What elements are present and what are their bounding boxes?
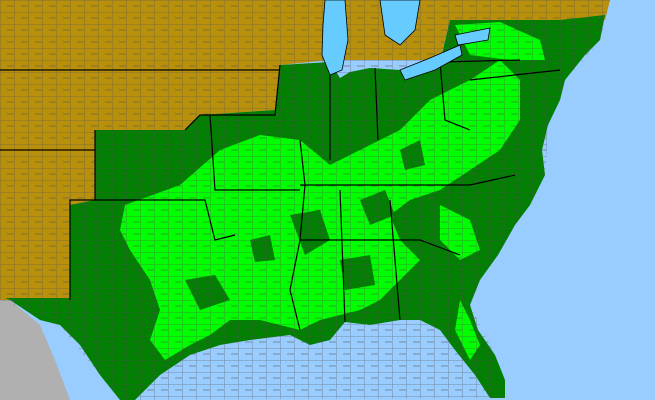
county-borders xyxy=(0,0,610,400)
region-outside xyxy=(0,300,70,400)
lake-michigan xyxy=(321,0,349,76)
lake-huron xyxy=(379,0,421,46)
lake-ontario xyxy=(454,27,491,46)
great-lakes xyxy=(321,0,491,81)
state-borders xyxy=(0,59,561,331)
lake-erie xyxy=(399,44,463,81)
